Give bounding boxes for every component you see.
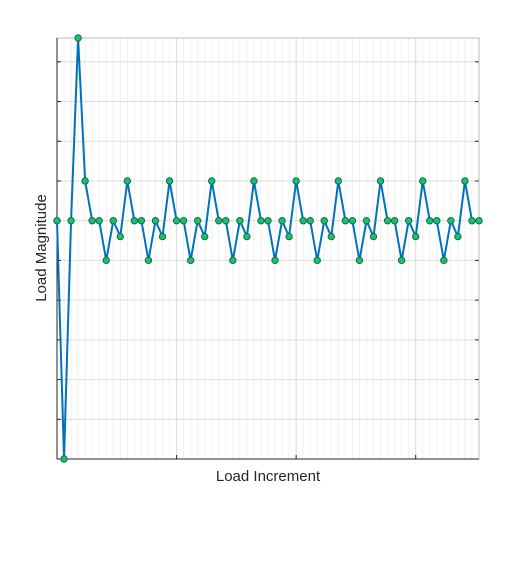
marker bbox=[468, 216, 476, 225]
marker bbox=[292, 177, 300, 185]
marker bbox=[60, 455, 68, 463]
marker bbox=[404, 216, 413, 225]
marker bbox=[172, 216, 181, 225]
marker bbox=[412, 232, 420, 241]
marker bbox=[53, 216, 61, 225]
marker bbox=[109, 216, 117, 225]
marker bbox=[299, 216, 307, 225]
marker bbox=[250, 177, 258, 185]
marker bbox=[264, 216, 272, 225]
marker bbox=[130, 216, 139, 225]
marker bbox=[186, 256, 195, 265]
marker bbox=[419, 177, 427, 185]
y-axis-label: Load Magnitude bbox=[33, 194, 50, 302]
marker bbox=[165, 177, 174, 185]
marker bbox=[151, 216, 160, 225]
marker bbox=[348, 216, 357, 225]
marker bbox=[208, 177, 216, 185]
marker bbox=[369, 232, 378, 241]
marker bbox=[362, 216, 371, 225]
marker bbox=[222, 216, 230, 225]
marker bbox=[201, 232, 209, 241]
marker bbox=[426, 216, 434, 225]
marker bbox=[306, 216, 314, 225]
marker bbox=[320, 216, 328, 225]
marker bbox=[236, 216, 244, 225]
marker bbox=[179, 216, 188, 225]
marker bbox=[334, 177, 343, 185]
marker bbox=[383, 216, 392, 225]
marker bbox=[67, 216, 75, 225]
marker bbox=[285, 232, 293, 241]
marker bbox=[461, 177, 469, 185]
marker bbox=[313, 256, 321, 265]
marker bbox=[193, 216, 202, 225]
marker bbox=[397, 256, 406, 265]
marker bbox=[137, 216, 146, 225]
marker bbox=[144, 256, 153, 265]
marker bbox=[81, 177, 89, 185]
marker bbox=[123, 177, 132, 185]
marker bbox=[271, 256, 279, 265]
marker bbox=[278, 216, 286, 225]
marker bbox=[229, 256, 237, 265]
marker bbox=[355, 256, 364, 265]
x-axis-label: Load Increment bbox=[216, 468, 321, 485]
marker bbox=[215, 216, 223, 225]
marker bbox=[243, 232, 251, 241]
marker bbox=[116, 232, 125, 241]
marker bbox=[88, 216, 96, 225]
marker bbox=[327, 232, 335, 241]
marker bbox=[454, 232, 462, 241]
marker bbox=[158, 232, 167, 241]
marker bbox=[376, 177, 385, 185]
marker bbox=[341, 216, 350, 225]
marker bbox=[95, 216, 103, 225]
marker bbox=[74, 34, 82, 42]
marker bbox=[257, 216, 265, 225]
marker bbox=[447, 216, 455, 225]
marker bbox=[390, 216, 399, 225]
marker bbox=[433, 216, 441, 225]
marker bbox=[102, 256, 110, 265]
marker bbox=[440, 256, 448, 265]
marker bbox=[475, 216, 483, 225]
